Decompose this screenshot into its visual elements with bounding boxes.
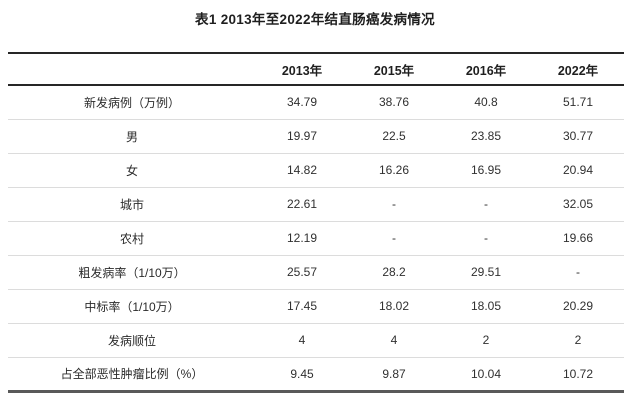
cell-value: 32.05 bbox=[562, 197, 594, 211]
cell-value: 51.71 bbox=[562, 95, 594, 110]
cell-value: 16.95 bbox=[470, 163, 502, 177]
cell-value: 17.45 bbox=[286, 299, 318, 313]
header-year-2015: 2015年 bbox=[373, 63, 415, 78]
row-label: 新发病例（万例） bbox=[83, 95, 180, 110]
table-row-female: 女 14.82 16.26 16.95 20.94 bbox=[8, 153, 624, 187]
table-header: 2013年 2015年 2016年 2022年 bbox=[8, 53, 624, 85]
incidence-table: 2013年 2015年 2016年 2022年 新发病例（万例） 34.79 3… bbox=[8, 52, 624, 393]
cell-value: - bbox=[576, 265, 580, 279]
cell-value: 22.5 bbox=[382, 129, 406, 143]
cell-value: 23.85 bbox=[470, 129, 502, 143]
cell-value: 9.87 bbox=[382, 366, 406, 381]
cell-value: 20.94 bbox=[562, 163, 594, 177]
cell-value: 12.19 bbox=[286, 231, 318, 245]
cell-value: 20.29 bbox=[562, 299, 594, 313]
cell-value: 10.72 bbox=[562, 366, 594, 381]
row-label: 发病顺位 bbox=[107, 333, 156, 348]
header-year-2022: 2022年 bbox=[557, 63, 599, 78]
page-title: 表1 2013年至2022年结直肠癌发病情况 bbox=[195, 12, 435, 27]
table-row-urban: 城市 22.61 - - 32.05 bbox=[8, 187, 624, 221]
cell-value: 18.05 bbox=[470, 299, 502, 313]
cell-value: - bbox=[392, 197, 396, 211]
cell-value: 30.77 bbox=[562, 129, 594, 143]
header-year-2016: 2016年 bbox=[465, 63, 507, 78]
table-row-crude-rate: 粗发病率（1/10万） 25.57 28.2 29.51 - bbox=[8, 255, 624, 289]
row-label: 城市 bbox=[119, 197, 144, 212]
row-label: 农村 bbox=[119, 231, 144, 246]
row-label: 中标率（1/10万） bbox=[84, 299, 180, 314]
cell-value: 22.61 bbox=[286, 197, 318, 211]
cell-value: 14.82 bbox=[286, 163, 318, 177]
header-year-2013: 2013年 bbox=[281, 63, 323, 78]
row-label: 女 bbox=[125, 163, 138, 178]
cell-value: 40.8 bbox=[474, 95, 498, 110]
table-row-incidence-rank: 发病顺位 4 4 2 2 bbox=[8, 323, 624, 357]
table-row-proportion-of-malignancies: 占全部恶性肿瘤比例（%） 9.45 9.87 10.04 10.72 bbox=[8, 357, 624, 391]
header-empty-cell bbox=[8, 53, 256, 85]
cell-value: 16.26 bbox=[378, 163, 410, 177]
row-label: 男 bbox=[125, 129, 138, 144]
cell-value: 28.2 bbox=[382, 265, 406, 279]
table-header-row: 2013年 2015年 2016年 2022年 bbox=[8, 53, 624, 85]
cell-value: 4 bbox=[298, 333, 306, 347]
cell-value: 2 bbox=[574, 333, 582, 347]
row-label: 粗发病率（1/10万） bbox=[78, 265, 186, 280]
table-row-standardized-rate: 中标率（1/10万） 17.45 18.02 18.05 20.29 bbox=[8, 289, 624, 323]
cell-value: 10.04 bbox=[470, 366, 502, 381]
table-body: 新发病例（万例） 34.79 38.76 40.8 51.71 男 19.97 … bbox=[8, 85, 624, 391]
cell-value: 29.51 bbox=[470, 265, 502, 279]
cell-value: 9.45 bbox=[290, 366, 314, 381]
row-label: 占全部恶性肿瘤比例（%） bbox=[60, 367, 204, 381]
cell-value: 18.02 bbox=[378, 299, 410, 313]
cell-value: 19.66 bbox=[562, 231, 594, 245]
cell-value: 2 bbox=[482, 333, 490, 347]
cell-value: - bbox=[392, 231, 396, 245]
cell-value: 25.57 bbox=[286, 265, 318, 279]
cell-value: - bbox=[484, 197, 488, 211]
cell-value: - bbox=[484, 231, 488, 245]
cell-value: 19.97 bbox=[286, 129, 318, 143]
table-row-rural: 农村 12.19 - - 19.66 bbox=[8, 221, 624, 255]
cell-value: 4 bbox=[390, 333, 398, 347]
cell-value: 38.76 bbox=[378, 95, 410, 110]
cell-value: 34.79 bbox=[286, 95, 318, 110]
table-row-new-cases: 新发病例（万例） 34.79 38.76 40.8 51.71 bbox=[8, 85, 624, 119]
table-row-male: 男 19.97 22.5 23.85 30.77 bbox=[8, 119, 624, 153]
